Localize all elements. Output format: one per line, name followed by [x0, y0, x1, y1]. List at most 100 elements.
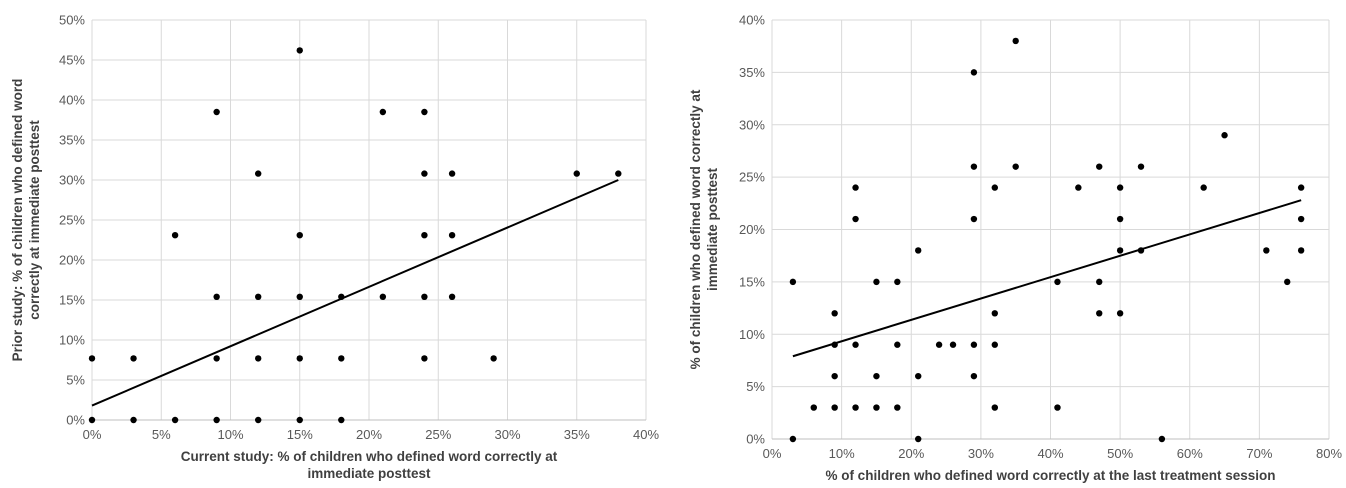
- data-point: [1137, 163, 1145, 170]
- data-point: [831, 372, 838, 380]
- data-point: [1096, 310, 1103, 317]
- data-point: [255, 293, 262, 300]
- y-axis-title: Prior study: % of children who defined w…: [10, 79, 42, 362]
- data-point: [1096, 278, 1103, 286]
- x-axis-title: Current study: % of children who defined…: [181, 449, 558, 481]
- data-point: [970, 341, 978, 348]
- data-point: [255, 416, 262, 424]
- x-tick-label: 0%: [763, 446, 782, 461]
- data-point: [894, 278, 901, 286]
- data-point: [421, 355, 428, 362]
- data-point: [1221, 132, 1228, 139]
- data-point: [1116, 310, 1124, 317]
- y-tick-label: 35%: [59, 133, 85, 148]
- x-tick-label: 10%: [217, 427, 243, 442]
- x-tick-label: 15%: [287, 427, 313, 442]
- data-point: [789, 435, 797, 443]
- data-point: [991, 404, 998, 411]
- data-point: [88, 416, 96, 424]
- data-point: [379, 108, 387, 116]
- y-tick-label: 40%: [739, 13, 765, 28]
- data-point: [1284, 278, 1291, 286]
- y-tick-label: 15%: [739, 274, 765, 289]
- data-point: [789, 278, 797, 286]
- data-point: [915, 372, 922, 380]
- data-point: [970, 69, 978, 76]
- y-tick-label: 50%: [59, 13, 85, 28]
- x-tick-label: 35%: [564, 427, 590, 442]
- data-point: [171, 232, 179, 239]
- data-point: [296, 293, 303, 300]
- data-point: [255, 170, 262, 177]
- data-point: [970, 215, 978, 223]
- x-tick-label: 30%: [968, 446, 994, 461]
- data-point: [831, 310, 838, 317]
- data-point: [88, 355, 96, 362]
- x-axis-title: % of children who defined word correctly…: [825, 468, 1275, 483]
- data-point: [1012, 37, 1019, 45]
- data-point: [255, 355, 262, 362]
- y-tick-label: 5%: [66, 373, 85, 388]
- data-point: [852, 184, 859, 191]
- data-point: [970, 372, 978, 380]
- data-point: [490, 355, 497, 362]
- x-tick-label: 50%: [1107, 446, 1133, 461]
- data-point: [171, 416, 179, 424]
- data-point: [448, 232, 456, 239]
- data-point: [915, 435, 922, 443]
- y-tick-label: 40%: [59, 93, 85, 108]
- data-point: [852, 215, 859, 223]
- y-tick-label: 25%: [59, 213, 85, 228]
- x-tick-label: 20%: [898, 446, 924, 461]
- data-point: [338, 355, 345, 362]
- data-point: [810, 404, 817, 411]
- x-tick-label: 60%: [1177, 446, 1203, 461]
- data-point: [894, 404, 901, 411]
- data-point: [213, 108, 220, 116]
- data-point: [991, 341, 998, 348]
- data-point: [1158, 435, 1166, 443]
- data-point: [1116, 215, 1124, 223]
- x-tick-label: 20%: [356, 427, 382, 442]
- data-point: [1116, 184, 1124, 191]
- y-tick-label: 35%: [739, 65, 765, 80]
- x-tick-label: 80%: [1316, 446, 1342, 461]
- data-point: [991, 310, 998, 317]
- x-tick-label: 5%: [152, 427, 171, 442]
- data-point: [421, 108, 428, 116]
- data-point: [130, 416, 137, 424]
- data-point: [421, 170, 428, 177]
- data-point: [1297, 247, 1305, 254]
- y-axis-title: % of children who defined word correctly…: [688, 89, 720, 369]
- data-point: [130, 355, 137, 362]
- data-point: [615, 170, 622, 177]
- scatter-chart-current-vs-prior: 0% 5% 10% 15% 20% 25% 30% 35% 40% 0% 5% 10% 15% 20% 25…: [10, 13, 659, 482]
- y-tick-label: 0%: [66, 413, 85, 428]
- data-point: [573, 170, 580, 177]
- data-point: [1116, 247, 1124, 254]
- y-tick-label: 15%: [59, 293, 85, 308]
- y-tick-label: 30%: [739, 117, 765, 132]
- data-point: [213, 416, 220, 424]
- data-point: [338, 416, 345, 424]
- data-point: [970, 163, 978, 170]
- data-point: [852, 341, 859, 348]
- data-point: [213, 293, 220, 300]
- data-point: [935, 341, 943, 348]
- data-point: [1096, 163, 1103, 170]
- trendline: [91, 179, 619, 407]
- data-point: [296, 416, 303, 424]
- data-point: [915, 247, 922, 254]
- data-point: [1200, 184, 1207, 191]
- data-point: [873, 404, 880, 411]
- scatter-chart-treatment-vs-posttest: 0% 10% 20% 30% 40% 50% 60% 70% 80% 0% 5% 10% 15% 20% 2…: [688, 13, 1342, 484]
- data-point: [852, 404, 859, 411]
- data-point: [1297, 184, 1305, 191]
- data-point: [296, 355, 303, 362]
- data-point: [448, 170, 456, 177]
- y-tick-label: 45%: [59, 53, 85, 68]
- x-tick-label: 10%: [829, 446, 855, 461]
- y-tick-label: 25%: [739, 170, 765, 185]
- y-tick-label: 30%: [59, 173, 85, 188]
